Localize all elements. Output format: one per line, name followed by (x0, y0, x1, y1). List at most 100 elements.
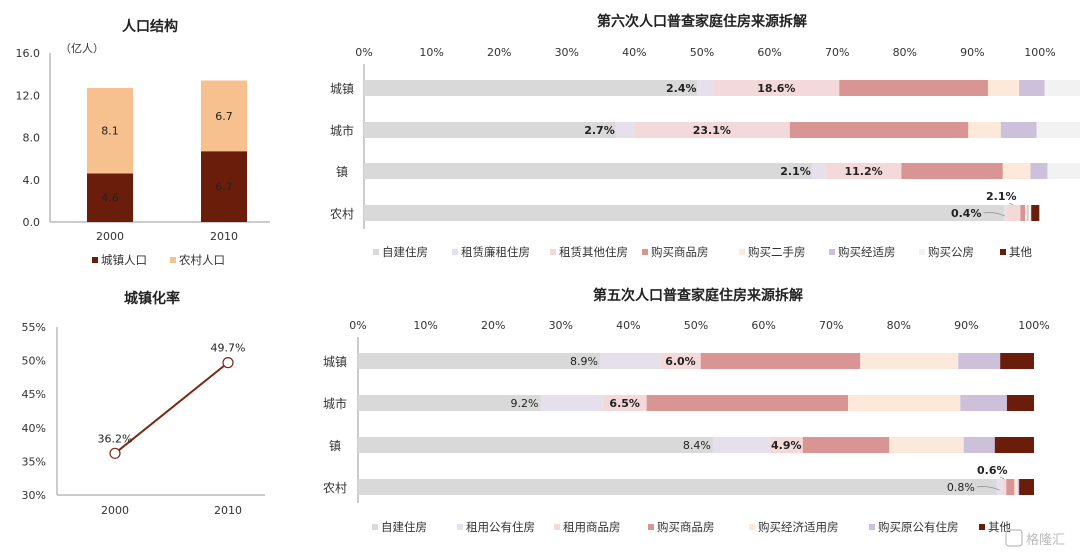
x-tick-label: 90% (954, 319, 978, 332)
y-tick-label: 35% (22, 455, 46, 468)
x-tick-label: 40% (622, 46, 646, 59)
x-tick-label: 10% (413, 319, 437, 332)
bar-segment (87, 87, 133, 174)
urbanization-rate-chart: 城镇化率 30% 35% 40% 45% 50% 55% 36.2% 2000 49.7% 201… (22, 290, 265, 517)
y-tick-label: 12.0 (16, 89, 41, 102)
bar-segment (600, 353, 661, 369)
data-label: 36.2% (98, 432, 133, 445)
category-label: 城市 (330, 123, 354, 138)
y-tick-label: 45% (22, 388, 46, 401)
data-label: 18.6% (757, 82, 795, 95)
x-tick-label: 2010 (210, 230, 238, 243)
legend-label: 租用商品房 (563, 520, 621, 534)
x-tick-label: 0% (349, 319, 366, 332)
bar-segment (1006, 479, 1015, 495)
legend-label: 租赁其他住房 (559, 245, 628, 259)
y-tick-label: 16.0 (16, 47, 41, 60)
bar-segment (769, 437, 803, 453)
legend-label: 购买原公有住房 (878, 520, 959, 534)
bar-segment (1002, 163, 1031, 179)
bar-segment (364, 122, 616, 138)
data-label: 9.2% (511, 397, 539, 410)
legend-swatch (170, 257, 176, 263)
callout-line (983, 212, 1006, 217)
legend-swatch (648, 524, 654, 530)
data-label: 8.1 (101, 125, 119, 138)
legend-label: 租赁廉租住房 (461, 245, 530, 259)
bar-segment (615, 122, 634, 138)
data-point (109, 447, 121, 459)
bar-segment (712, 437, 770, 453)
bar-segment (201, 80, 247, 152)
legend-swatch (739, 249, 745, 255)
bar-segment (1030, 163, 1048, 179)
bar-segment (994, 437, 1034, 453)
legend-swatch (829, 249, 835, 255)
legend-label: 购买公房 (928, 245, 974, 259)
legend-label: 农村人口 (179, 253, 225, 267)
y-tick-label: 40% (22, 422, 46, 435)
data-label: 4.6 (101, 192, 119, 205)
data-label: 6.7 (215, 181, 233, 194)
legend-swatch (554, 524, 560, 530)
bar-segment (87, 173, 133, 222)
bar-segment (789, 122, 969, 138)
bar-segment (839, 80, 988, 96)
data-label: 0.6% (977, 464, 1008, 477)
callout-line (1009, 202, 1014, 206)
data-label: 0.4% (951, 207, 982, 220)
bar-segment (1047, 163, 1080, 179)
data-label: 2.7% (584, 124, 615, 137)
legend-swatch (1000, 249, 1006, 255)
data-label: 23.1% (693, 124, 731, 137)
bar-segment (358, 479, 997, 495)
data-label: 6.7 (215, 110, 233, 123)
bar-segment (1044, 80, 1080, 96)
x-tick-label: 90% (960, 46, 984, 59)
x-tick-label: 100% (1018, 319, 1049, 332)
category-label: 城市 (323, 396, 347, 411)
sixth-census-housing-chart: 第六次人口普查家庭住房来源拆解 0% 10% 20% 30% 40% 50% 60% 70% 8… (330, 13, 1080, 259)
y-tick-label: 4.0 (23, 174, 41, 187)
unit-label: （亿人） (60, 42, 104, 55)
x-tick-label: 70% (819, 319, 843, 332)
x-tick-label: 80% (893, 46, 917, 59)
legend-label: 城镇人口 (101, 253, 147, 267)
bar-segment (963, 437, 995, 453)
legend-label: 购买商品房 (651, 245, 709, 259)
x-tick-label: 30% (549, 319, 573, 332)
x-tick-label: 40% (616, 319, 640, 332)
bar-segment (540, 395, 603, 411)
bar-segment (358, 437, 713, 453)
legend-label: 其他 (988, 520, 1011, 534)
data-label: 8.9% (570, 355, 598, 368)
x-tick-label: 2000 (96, 230, 124, 243)
legend-label: 购买二手房 (748, 245, 806, 259)
bar-segment (1003, 205, 1007, 221)
y-tick-label: 55% (22, 321, 46, 334)
bar-segment (1006, 395, 1034, 411)
legend-label: 自建住房 (382, 245, 428, 259)
watermark-text: 格隆汇 (1026, 532, 1065, 548)
legend-swatch (979, 524, 985, 530)
x-tick-label: 70% (825, 46, 849, 59)
bar-segment (1006, 205, 1021, 221)
y-tick-label: 50% (22, 355, 46, 368)
legend-swatch (642, 249, 648, 255)
bar-segment (1002, 479, 1007, 495)
data-label: 49.7% (211, 342, 246, 355)
legend-swatch (372, 524, 378, 530)
x-tick-label: 10% (419, 46, 443, 59)
callout-line (976, 486, 1000, 491)
bar-segment (811, 163, 826, 179)
category-label: 城镇 (330, 82, 354, 96)
category-label: 镇 (336, 165, 348, 179)
legend-swatch (749, 524, 755, 530)
bar-segment (889, 437, 964, 453)
bar-segment (364, 80, 698, 96)
data-label: 0.8% (947, 481, 975, 494)
bar-segment (860, 353, 959, 369)
bar-segment (358, 395, 541, 411)
chart-title: 城镇化率 (124, 290, 180, 307)
data-label: 6.0% (665, 355, 696, 368)
